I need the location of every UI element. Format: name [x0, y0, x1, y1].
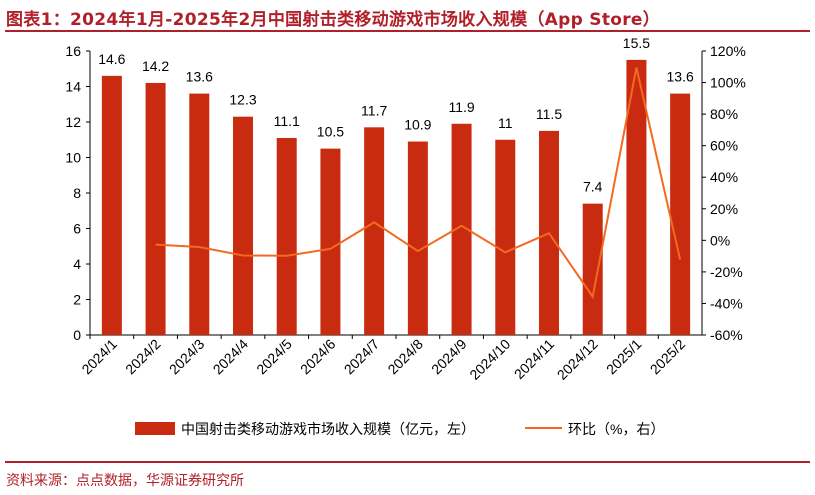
x-tick-label: 2025/1 [603, 336, 645, 378]
chart-title: 图表1：2024年1月-2025年2月中国射击类移动游戏市场收入规模（App S… [6, 10, 661, 30]
right-tick-label: 40% [710, 169, 738, 185]
bar-value-label: 11.9 [448, 99, 474, 115]
footer-divider [5, 461, 810, 463]
right-tick-label: 20% [710, 201, 738, 217]
legend-bar-label: 中国射击类移动游戏市场收入规模（亿元，左） [181, 421, 475, 437]
left-tick-label: 16 [65, 43, 81, 59]
bar-value-label: 14.6 [98, 51, 125, 67]
bar [101, 75, 122, 335]
left-tick-label: 0 [73, 327, 81, 343]
x-tick-label: 2024/9 [428, 336, 470, 378]
bar-value-label: 11.5 [536, 106, 562, 122]
right-tick-label: 100% [710, 75, 746, 91]
bar [145, 82, 166, 335]
x-tick-label: 2024/11 [511, 336, 558, 383]
left-tick-label: 4 [73, 256, 81, 272]
bar-value-label: 15.5 [623, 35, 650, 51]
legend-bar-swatch [135, 422, 175, 435]
bar-value-label: 11.7 [361, 102, 387, 118]
x-tick-label: 2025/2 [647, 336, 689, 378]
bar-value-label: 7.4 [583, 179, 603, 195]
source-note: 资料来源：点点数据，华源证券研究所 [6, 473, 244, 489]
bar-value-label: 13.6 [186, 69, 213, 85]
bar-value-label: 14.2 [142, 58, 169, 74]
right-tick-label: -20% [710, 264, 743, 280]
bar-value-label: 12.3 [229, 92, 256, 108]
bar-value-label: 10.5 [317, 124, 344, 140]
x-tick-label: 2024/10 [466, 336, 513, 383]
bar [320, 148, 341, 335]
right-tick-label: -40% [710, 295, 743, 311]
legend-line-label: 环比（%，右） [568, 421, 664, 437]
x-tick-label: 2024/3 [166, 336, 208, 378]
x-tick-label: 2024/6 [297, 336, 339, 378]
right-tick-label: 120% [710, 43, 746, 59]
x-tick-label: 2024/12 [554, 336, 601, 383]
right-tick-label: -60% [710, 327, 743, 343]
left-tick-label: 6 [73, 221, 81, 237]
title-divider [5, 30, 810, 32]
bar [495, 139, 516, 335]
bar-value-label: 10.9 [404, 117, 431, 133]
left-tick-label: 14 [65, 79, 81, 95]
x-tick-label: 2024/1 [78, 336, 120, 378]
left-tick-label: 12 [65, 114, 81, 130]
x-tick-label: 2024/4 [210, 336, 252, 378]
bar-value-label: 11 [498, 115, 513, 131]
bar [407, 141, 428, 335]
left-tick-label: 8 [73, 185, 81, 201]
x-tick-label: 2024/7 [341, 336, 383, 378]
right-tick-label: 80% [710, 106, 738, 122]
bar [189, 93, 210, 335]
bar [451, 123, 472, 336]
bar-value-label: 11.1 [274, 113, 300, 129]
bar-value-label: 13.6 [667, 69, 694, 85]
x-tick-label: 2024/8 [384, 336, 426, 378]
right-tick-label: 0% [710, 232, 730, 248]
bar [670, 93, 691, 335]
x-tick-label: 2024/5 [253, 336, 295, 378]
right-tick-label: 60% [710, 138, 738, 154]
bar [233, 116, 253, 335]
x-tick-label: 2024/2 [122, 336, 164, 378]
left-tick-label: 2 [73, 292, 81, 308]
left-tick-label: 10 [65, 150, 81, 166]
bar [582, 203, 603, 335]
bar [276, 137, 297, 335]
bar [626, 59, 647, 335]
bar [364, 127, 385, 335]
